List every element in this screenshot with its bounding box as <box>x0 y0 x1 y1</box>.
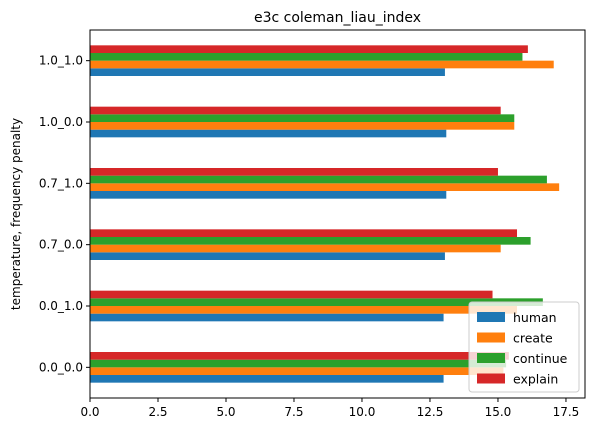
bar-explain-1.0_1.0 <box>90 45 528 53</box>
bar-human-0.0_1.0 <box>90 313 444 322</box>
bar-continue-1.0_1.0 <box>90 53 523 61</box>
bar-create-0.0_0.0 <box>90 367 504 375</box>
y-tick-label: 1.0_1.0 <box>39 54 83 68</box>
x-tick-label: 0.0 <box>80 405 99 419</box>
axes-group: 0.0_0.0 0.0_1.0 0.7_0.0 0.7_1.0 1.0_0.0 1.0_1… <box>39 29 586 419</box>
bar-continue-0.0_0.0 <box>90 359 507 368</box>
legend-swatch-human <box>477 312 505 322</box>
bar-explain-0.0_0.0 <box>90 352 509 360</box>
bar-human-1.0_0.0 <box>90 129 447 138</box>
bar-create-1.0_1.0 <box>90 60 554 69</box>
bar-human-1.0_1.0 <box>90 68 445 76</box>
bar-explain-1.0_0.0 <box>90 106 501 115</box>
bar-explain-0.0_1.0 <box>90 290 493 299</box>
bar-create-1.0_0.0 <box>90 122 515 130</box>
y-tick-label: 1.0_0.0 <box>39 115 83 129</box>
bar-continue-0.0_1.0 <box>90 298 543 306</box>
bar-human-0.7_0.0 <box>90 252 445 260</box>
bar-create-0.7_0.0 <box>90 244 501 253</box>
y-tick-label: 0.7_1.0 <box>39 176 83 190</box>
legend-swatch-continue <box>477 353 505 363</box>
bar-explain-0.7_1.0 <box>90 168 498 176</box>
legend-box <box>468 301 580 393</box>
legend-label-human: human <box>513 310 557 325</box>
chart-title: e3c coleman_liau_index <box>254 10 421 26</box>
x-tick-label: 10.0 <box>349 405 376 419</box>
bars-group <box>90 45 560 383</box>
bar-continue-0.7_0.0 <box>90 237 531 245</box>
y-tick-label: 0.0_0.0 <box>39 360 83 374</box>
bar-continue-0.7_1.0 <box>90 175 547 184</box>
bar-human-0.0_0.0 <box>90 375 444 383</box>
x-tick-label: 12.5 <box>417 405 444 419</box>
x-tick-label: 2.5 <box>148 405 167 419</box>
legend-label-explain: explain <box>513 372 558 387</box>
bar-explain-0.7_0.0 <box>90 229 518 237</box>
legend-swatch-create <box>477 332 505 343</box>
legend-swatch-explain <box>477 373 505 384</box>
x-tick-label: 17.5 <box>553 405 580 419</box>
plot-frame <box>89 29 586 399</box>
bar-continue-1.0_0.0 <box>90 114 515 122</box>
bar-human-0.7_1.0 <box>90 191 447 199</box>
y-axis-label: temperature, frequency penalty <box>9 118 23 310</box>
x-tick-label: 7.5 <box>284 405 303 419</box>
x-tick-label: 5.0 <box>216 405 235 419</box>
x-tick-label: 15.0 <box>485 405 512 419</box>
bar-create-0.0_1.0 <box>90 306 518 314</box>
bar-create-0.7_1.0 <box>90 183 560 191</box>
y-tick-label: 0.7_0.0 <box>39 238 83 252</box>
legend-label-continue: continue <box>513 351 568 366</box>
legend-label-create: create <box>513 331 553 346</box>
legend: human create continue explain <box>468 301 580 393</box>
y-tick-label: 0.0_1.0 <box>39 299 83 313</box>
